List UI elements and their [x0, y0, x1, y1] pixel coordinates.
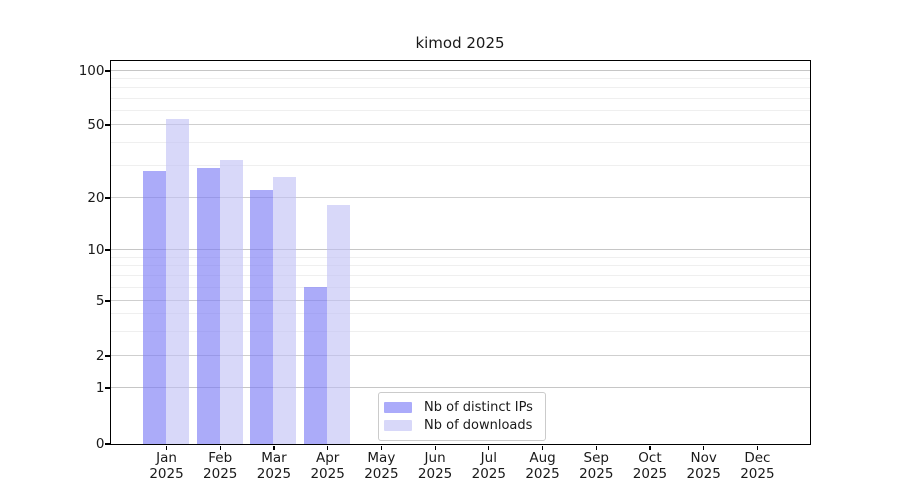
gridline-minor [110, 275, 810, 277]
legend: Nb of distinct IPs Nb of downloads [378, 392, 546, 441]
gridline-major [110, 354, 810, 356]
x-tick-label-jun-2025: Jun 2025 [417, 450, 453, 482]
x-tick-mark [756, 445, 758, 450]
gridline-minor [110, 330, 810, 332]
y-tick-mark [105, 197, 110, 199]
y-tick-label: 2 [95, 347, 105, 364]
gridline-minor [110, 78, 810, 80]
x-tick-mark [703, 445, 705, 450]
y-tick-mark [105, 249, 110, 251]
legend-item-distinct-ips: Nb of distinct IPs [384, 400, 539, 416]
gridline-major [110, 123, 810, 125]
legend-swatch-downloads [384, 419, 412, 431]
gridline-minor [110, 313, 810, 315]
bar-distinct-ips-feb-2025 [196, 167, 220, 444]
y-tick-mark [105, 124, 110, 126]
gridline-major [110, 196, 810, 198]
x-tick-mark [380, 445, 382, 450]
x-tick-mark [595, 445, 597, 450]
x-tick-label-sep-2025: Sep 2025 [579, 450, 614, 482]
x-tick-mark [273, 445, 275, 450]
x-tick-mark [219, 445, 221, 450]
x-tick-label-oct-2025: Oct 2025 [632, 450, 668, 482]
x-tick-label-mar-2025: Mar 2025 [256, 450, 292, 482]
y-tick-label: 50 [87, 116, 105, 133]
gridline-minor [110, 141, 810, 143]
y-tick-label: 20 [87, 189, 105, 206]
bar-downloads-mar-2025 [273, 176, 297, 444]
x-tick-mark [541, 445, 544, 450]
y-tick-mark [105, 300, 110, 302]
y-tick-label: 100 [78, 62, 105, 79]
gridline-major [110, 249, 810, 250]
y-tick-label: 10 [87, 242, 105, 258]
x-tick-label-aug-2025: Aug 2025 [525, 450, 560, 482]
x-tick-label-jul-2025: Jul 2025 [471, 450, 506, 482]
bar-layer [111, 61, 810, 444]
legend-label-distinct-ips: Nb of distinct IPs [424, 400, 533, 416]
bar-downloads-jan-2025 [166, 118, 189, 444]
x-tick-label-jan-2025: Jan 2025 [149, 450, 184, 482]
chart-title: kimod 2025 [415, 34, 505, 52]
grid-layer [110, 61, 810, 444]
bar-downloads-apr-2025 [327, 205, 351, 444]
legend-swatch-distinct-ips [384, 402, 412, 414]
gridline-major [110, 69, 810, 71]
bar-distinct-ips-apr-2025 [304, 287, 328, 444]
y-tick-label: 5 [95, 292, 105, 309]
x-tick-label-dec-2025: Dec 2025 [740, 450, 775, 482]
bar-downloads-feb-2025 [219, 160, 243, 444]
x-tick-mark [488, 445, 490, 450]
legend-item-downloads: Nb of downloads [384, 418, 539, 434]
y-tick-mark [105, 443, 110, 445]
plot-area: Nb of distinct IPs Nb of downloads [109, 59, 811, 445]
gridline-minor [110, 109, 810, 111]
x-tick-label-apr-2025: Apr 2025 [310, 450, 345, 482]
gridline-major [110, 387, 810, 388]
y-tick-label: 1 [95, 380, 105, 396]
x-tick-mark [434, 445, 436, 450]
x-tick-label-may-2025: May 2025 [364, 450, 399, 482]
gridline-major [110, 299, 810, 301]
gridline-minor [110, 256, 810, 258]
gridline-minor [110, 87, 810, 89]
y-tick-label: 0 [95, 436, 105, 452]
y-tick-mark [105, 355, 110, 357]
x-tick-label-nov-2025: Nov 2025 [686, 450, 721, 482]
legend-label-downloads: Nb of downloads [424, 417, 533, 433]
gridline-minor [110, 164, 810, 166]
x-tick-mark [649, 445, 651, 450]
y-tick-mark [105, 387, 110, 389]
x-tick-label-feb-2025: Feb 2025 [203, 450, 238, 482]
gridline-minor [110, 265, 810, 267]
bar-distinct-ips-jan-2025 [143, 170, 166, 444]
y-tick-mark [105, 70, 110, 72]
x-tick-mark [165, 445, 168, 450]
bar-distinct-ips-mar-2025 [250, 189, 274, 444]
gridline-minor [110, 286, 810, 288]
gridline-minor [110, 97, 810, 99]
x-tick-mark [327, 445, 329, 450]
